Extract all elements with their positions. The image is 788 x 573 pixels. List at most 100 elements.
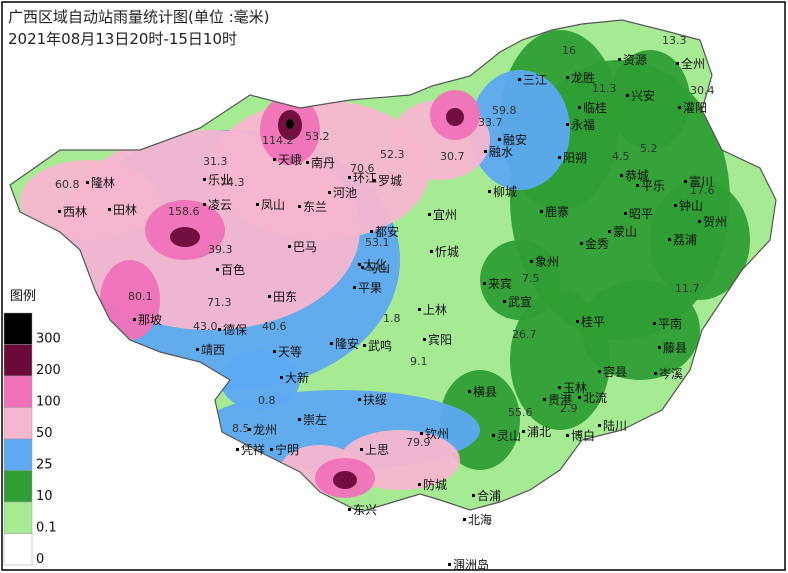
place-name: 东兰 <box>303 200 327 214</box>
place-name: 钟山 <box>679 198 703 213</box>
station-dot <box>133 318 136 321</box>
place-name: 西林 <box>63 205 87 219</box>
station-dot <box>618 58 621 61</box>
place-name: 田林 <box>113 203 137 217</box>
rainfall-value: 39.3 <box>208 243 233 256</box>
place-name: 龙州 <box>253 423 277 437</box>
station-dot <box>256 203 259 206</box>
place-name: 平南 <box>658 316 682 331</box>
station-dot <box>558 156 561 159</box>
rain-area <box>170 227 200 247</box>
station-dot <box>363 344 366 347</box>
place-name: 宁明 <box>275 442 299 457</box>
station-dot <box>468 390 471 393</box>
station-dot <box>418 483 421 486</box>
station-dot <box>543 398 546 401</box>
station-dot <box>608 230 611 233</box>
station-dot <box>268 295 271 298</box>
station-dot <box>580 242 583 245</box>
place-name: 象州 <box>535 255 559 269</box>
rainfall-value: 11.7 <box>675 282 700 295</box>
legend-title: 图例 <box>10 289 36 304</box>
subtitle: 2021年08月13日20时-15日10时 <box>8 30 237 48</box>
place-name: 岑溪 <box>659 367 683 381</box>
station-dot <box>566 76 569 79</box>
place-name: 北海 <box>468 512 492 527</box>
rainfall-value: 52.3 <box>380 148 405 161</box>
rain-area <box>470 70 570 190</box>
place-name: 那坡 <box>138 313 162 327</box>
station-dot <box>463 518 466 521</box>
place-name: 隆安 <box>335 336 359 351</box>
place-name: 平果 <box>358 281 382 295</box>
place-name: 上思 <box>365 443 389 457</box>
station-dot <box>676 62 679 65</box>
legend-label: 100 <box>36 395 61 410</box>
place-name: 龙胜 <box>571 70 595 85</box>
station-dot <box>598 370 601 373</box>
place-name: 巴马 <box>293 240 317 254</box>
station-dot <box>108 208 111 211</box>
place-name: 凌云 <box>208 198 232 212</box>
place-name: 金秀 <box>585 236 609 251</box>
place-name: 宜州 <box>433 207 457 222</box>
station-dot <box>353 286 356 289</box>
station-dot <box>348 176 351 179</box>
station-dot <box>698 220 701 223</box>
station-dot <box>373 179 376 182</box>
station-dot <box>360 448 363 451</box>
station-dot <box>654 372 657 375</box>
station-dot <box>674 204 677 207</box>
place-name: 横县 <box>473 385 497 399</box>
rainfall-value: 26.7 <box>512 328 537 341</box>
rainfall-value: 60.8 <box>55 178 80 191</box>
place-name: 柳城 <box>493 185 517 199</box>
legend-label: 300 <box>36 332 61 347</box>
station-dot <box>620 174 623 177</box>
station-dot <box>522 430 525 433</box>
place-name: 阳朔 <box>563 150 587 165</box>
rainfall-value: 7.5 <box>522 272 540 285</box>
place-name: 恭城 <box>625 169 649 183</box>
place-name: 凭祥 <box>241 442 265 457</box>
station-dot <box>624 212 627 215</box>
place-name: 隆林 <box>91 175 115 190</box>
rainfall-value: 114.2 <box>262 134 294 147</box>
legend-label: 10 <box>36 489 53 504</box>
station-dot <box>428 213 431 216</box>
place-name: 贵港 <box>548 393 572 407</box>
station-dot <box>668 238 671 241</box>
title: 广西区域自动站雨量统计图(单位 :毫米) <box>8 8 270 26</box>
rainfall-value: 70.6 <box>350 162 375 175</box>
rain-area <box>510 290 610 430</box>
place-name: 忻城 <box>435 245 459 259</box>
legend-swatch <box>3 375 33 408</box>
place-name: 浦北 <box>527 425 551 439</box>
place-name: 都安 <box>375 224 399 239</box>
legend: 图例 300 200 100 50 25 10 0.1 0 <box>3 289 61 567</box>
rainfall-value: 13.3 <box>662 34 687 47</box>
place-name: 容县 <box>603 364 627 379</box>
station-dot <box>503 300 506 303</box>
rainfall-value: 53.2 <box>305 130 330 143</box>
rainfall-value: 55.6 <box>508 406 533 419</box>
rain-area <box>650 180 750 300</box>
station-dot <box>540 210 543 213</box>
place-name: 环江 <box>353 171 377 185</box>
place-name: 鹿寨 <box>545 204 569 219</box>
rainfall-value: 53.1 <box>365 236 390 249</box>
place-name: 灌阳 <box>683 101 707 115</box>
station-dot <box>576 320 579 323</box>
station-dot <box>484 150 487 153</box>
place-name: 武宣 <box>508 294 532 309</box>
place-name: 来宾 <box>488 276 512 291</box>
place-name: 桂平 <box>581 314 605 329</box>
legend-swatch <box>3 344 33 377</box>
rain-area <box>100 260 160 340</box>
rainfall-value: 74.3 <box>220 176 245 189</box>
place-name: 大新 <box>285 370 309 385</box>
place-name: 融水 <box>489 145 513 159</box>
place-name: 南丹 <box>311 155 335 170</box>
